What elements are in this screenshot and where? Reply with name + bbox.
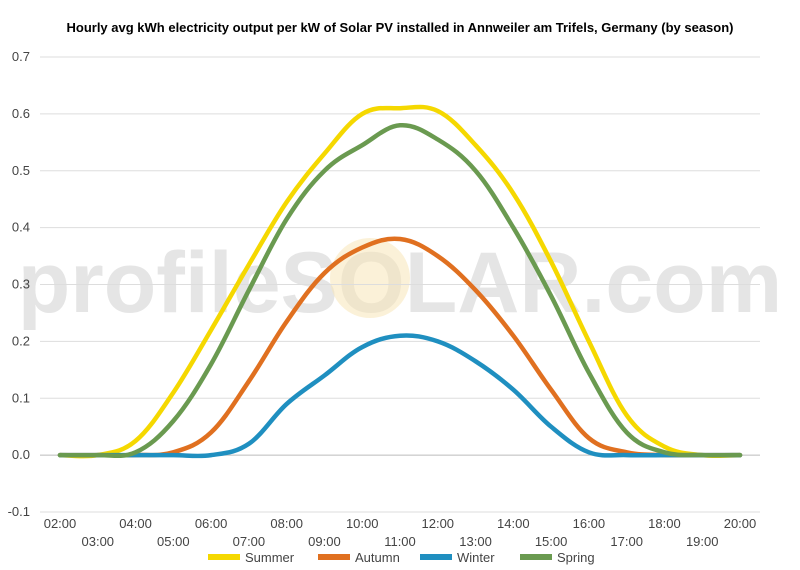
y-tick-label: 0.7 — [12, 49, 30, 64]
y-tick-label: 0.6 — [12, 106, 30, 121]
y-tick-labels: -0.1 0.0 0.1 0.2 0.3 0.4 0.5 0.6 0.7 — [8, 49, 30, 519]
legend-label: Autumn — [355, 550, 400, 565]
legend-swatch — [520, 554, 552, 560]
x-tick-label: 16:00 — [573, 516, 606, 531]
x-tick-label: 13:00 — [459, 534, 492, 549]
x-tick-label: 17:00 — [610, 534, 643, 549]
legend-label: Spring — [557, 550, 595, 565]
x-tick-label: 20:00 — [724, 516, 757, 531]
x-tick-label: 19:00 — [686, 534, 719, 549]
y-tick-label: 0.2 — [12, 333, 30, 348]
x-tick-label: 05:00 — [157, 534, 190, 549]
y-tick-label: 0.1 — [12, 390, 30, 405]
x-tick-label: 15:00 — [535, 534, 568, 549]
series-lines — [57, 104, 743, 459]
x-tick-label: 02:00 — [44, 516, 77, 531]
chart-title: Hourly avg kWh electricity output per kW… — [66, 20, 734, 35]
x-tick-label: 06:00 — [195, 516, 228, 531]
legend-label: Winter — [457, 550, 495, 565]
x-tick-labels: 02:00 03:00 04:00 05:00 06:00 07:00 08:00 09:00… — [44, 516, 757, 549]
x-tick-label: 07:00 — [233, 534, 266, 549]
x-tick-label: 18:00 — [648, 516, 681, 531]
series-line-winter — [57, 333, 743, 459]
y-tick-label: 0.5 — [12, 163, 30, 178]
y-tick-label: -0.1 — [8, 504, 30, 519]
x-tick-label: 12:00 — [422, 516, 455, 531]
x-tick-label: 04:00 — [119, 516, 152, 531]
watermark: profileSOLAR.com — [18, 235, 783, 331]
x-tick-label: 03:00 — [82, 534, 115, 549]
watermark-sun-icon — [330, 238, 410, 318]
y-tick-label: 0.3 — [12, 277, 30, 292]
x-tick-label: 11:00 — [384, 534, 416, 549]
y-tick-label: 0.4 — [12, 220, 30, 235]
series-line-spring — [57, 123, 743, 459]
series-line-autumn — [57, 236, 743, 458]
legend-swatch — [208, 554, 240, 560]
grid-lines — [40, 56, 760, 513]
series-line-summer — [57, 104, 743, 459]
legend-label: Summer — [245, 550, 295, 565]
legend-swatch — [420, 554, 452, 560]
legend: Summer Autumn Winter Spring — [208, 550, 595, 565]
x-tick-label: 14:00 — [497, 516, 530, 531]
x-tick-label: 09:00 — [308, 534, 341, 549]
x-tick-label: 10:00 — [346, 516, 379, 531]
x-tick-label: 08:00 — [270, 516, 303, 531]
y-tick-label: 0.0 — [12, 447, 30, 462]
legend-swatch — [318, 554, 350, 560]
